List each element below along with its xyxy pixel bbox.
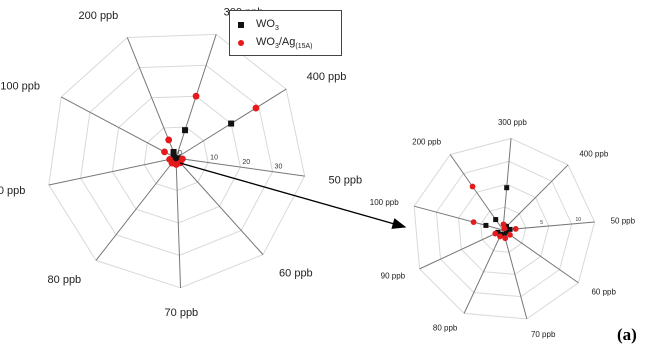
axis-spoke (502, 164, 569, 231)
axis-label: 100 ppb (370, 198, 399, 207)
axis-spoke (414, 205, 504, 231)
grid-ring (413, 137, 596, 320)
data-point-circle (470, 219, 477, 226)
legend-item-wo3: WO3 (238, 18, 279, 32)
axis-label: 400 ppb (307, 71, 347, 83)
axis-label: 200 ppb (79, 10, 119, 22)
axis-label: 70 ppb (531, 330, 556, 339)
grid-ring (80, 64, 274, 256)
axis-spoke (463, 229, 504, 314)
legend-marker-circle (238, 40, 244, 46)
axis-label: 50 ppb (329, 174, 363, 186)
axis-label: 90 ppb (0, 185, 25, 197)
axis-label: 100 ppb (0, 81, 40, 93)
axis-label: 70 ppb (165, 307, 199, 319)
data-point-square (493, 217, 499, 223)
data-point-circle (165, 136, 173, 144)
data-point-square (170, 148, 177, 155)
axis-spoke (502, 138, 512, 231)
data-point-square (504, 185, 510, 191)
radial-tick-label: 0 (178, 150, 182, 157)
data-point-circle (512, 225, 519, 232)
axis-spoke (48, 157, 177, 186)
axis-label: 50 ppb (611, 216, 636, 225)
grid-ring (480, 206, 527, 253)
data-point-square (182, 127, 189, 134)
radial-tick-label: 10 (210, 155, 218, 162)
axis-spoke (502, 229, 528, 319)
radial-tick-label: 10 (575, 217, 581, 223)
data-point-circle (252, 104, 260, 112)
data-point-square (483, 222, 489, 228)
data-point-circle (507, 231, 513, 238)
radial-tick-label: 30 (275, 164, 283, 171)
data-point-circle (497, 233, 503, 240)
radial-tick-label: 20 (242, 159, 250, 166)
axis-label: 90 ppb (381, 271, 406, 280)
legend-label: WO3/Ag(15A) (256, 36, 313, 50)
axis-spoke (175, 157, 264, 255)
axis-spoke (175, 157, 182, 288)
legend-item-wo3-ag: WO3/Ag(15A) (238, 36, 313, 50)
data-point-circle (501, 225, 508, 232)
axis-spoke (175, 157, 305, 177)
axis-label: 80 ppb (48, 274, 82, 286)
data-point-square (507, 226, 513, 232)
data-point-circle (166, 155, 174, 163)
data-point-circle (161, 148, 168, 156)
zoom-arrow (179, 162, 407, 229)
axis-spoke (419, 229, 504, 270)
axis-spoke (60, 96, 177, 159)
grid-ring (48, 33, 306, 289)
data-point-circle (192, 92, 200, 100)
data-point-square (170, 153, 177, 160)
panel-label: (a) (617, 325, 637, 344)
legend-label: WO3 (256, 18, 279, 32)
grid-ring (143, 126, 209, 192)
data-point-square (501, 232, 507, 238)
axis-label: 60 ppb (591, 288, 616, 297)
data-point-circle (469, 183, 476, 190)
grid-ring (111, 95, 241, 224)
axis-label: 300 ppb (498, 118, 527, 127)
grid-ring (435, 160, 573, 298)
legend: WO3 WO3/Ag(15A) (229, 10, 342, 56)
axis-spoke (95, 157, 177, 261)
data-point-circle (492, 230, 499, 237)
data-point-square (228, 120, 235, 127)
data-point-circle (502, 235, 509, 242)
legend-marker-square (238, 22, 244, 28)
axis-label: 80 ppb (433, 324, 458, 333)
axis-spoke (502, 229, 579, 284)
radial-tick-label: 5 (540, 220, 543, 226)
grid-ring (458, 183, 550, 275)
axis-label: 200 ppb (412, 137, 441, 146)
axis-label: 400 ppb (579, 149, 608, 158)
axis-label: 60 ppb (279, 267, 313, 279)
